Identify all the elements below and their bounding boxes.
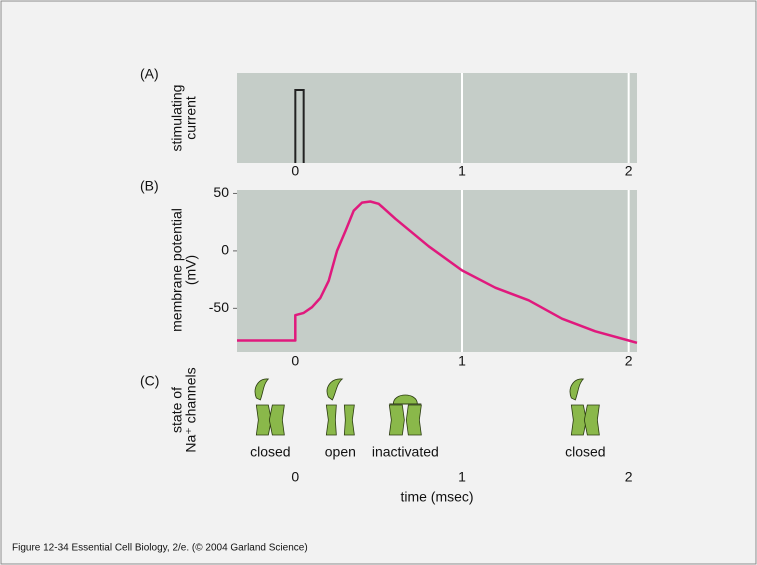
x-tick-label: 0 (291, 163, 299, 179)
panel-label: (A) (140, 66, 159, 82)
figure: Figure 12-34 Essential Cell Biology, 2/e… (0, 0, 757, 565)
y-tick-label: 50 (213, 184, 229, 200)
state-label: closed (565, 444, 605, 460)
channel-wall (584, 405, 599, 435)
y-axis-label: current (183, 96, 199, 140)
x-tick-label: 2 (625, 469, 633, 485)
x-tick-label: 2 (625, 163, 633, 179)
caption: Figure 12-34 Essential Cell Biology, 2/e… (12, 543, 308, 554)
y-tick-label: 0 (221, 242, 229, 258)
y-axis-label: Na⁺ channels (183, 367, 199, 452)
panel-label: (C) (140, 373, 159, 389)
state-label: closed (250, 444, 290, 460)
y-tick-label: -50 (209, 299, 229, 315)
state-label: open (325, 444, 356, 460)
x-tick-label: 1 (458, 353, 466, 369)
x-tick-label: 1 (458, 469, 466, 485)
plot-area (237, 190, 637, 352)
channel-wall (269, 405, 284, 435)
x-tick-label: 0 (291, 353, 299, 369)
plot-area (237, 73, 637, 163)
x-tick-label: 2 (625, 353, 633, 369)
state-label: inactivated (372, 444, 439, 460)
x-tick-label: 1 (458, 163, 466, 179)
x-tick-label: 0 (291, 469, 299, 485)
y-axis-label: (mV) (183, 255, 199, 285)
x-axis-label: time (msec) (400, 489, 473, 505)
panel-label: (B) (140, 178, 159, 194)
channel-wall (389, 405, 404, 435)
channel-wall (406, 405, 421, 435)
